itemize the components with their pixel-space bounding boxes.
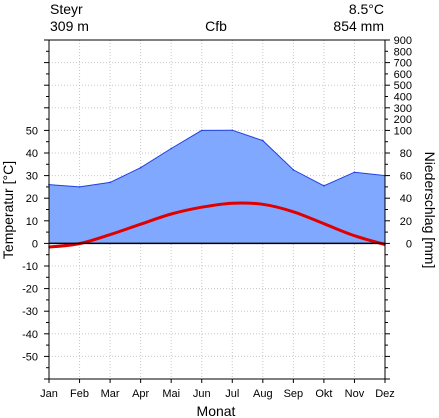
x-tick-label: Jun bbox=[193, 388, 211, 400]
right-tick-label: 200 bbox=[394, 114, 412, 126]
right-tick-label: 300 bbox=[394, 103, 412, 115]
annual-mean-temp: 8.5°C bbox=[349, 1, 384, 17]
left-tick-label: 50 bbox=[26, 125, 38, 137]
right-tick-label: 0 bbox=[406, 238, 412, 250]
left-tick-label: 20 bbox=[26, 193, 38, 205]
right-tick-label: 600 bbox=[394, 69, 412, 81]
y-axis-label-right: Niederschlag [mm] bbox=[422, 152, 438, 269]
x-tick-label: Jul bbox=[225, 388, 239, 400]
right-tick-label: 700 bbox=[394, 58, 412, 70]
right-tick-label: 100 bbox=[394, 125, 412, 137]
station-name: Steyr bbox=[50, 1, 83, 17]
x-tick-label: Dez bbox=[375, 388, 395, 400]
temperature-point bbox=[353, 234, 356, 237]
precipitation-point bbox=[139, 166, 142, 169]
precipitation-point bbox=[170, 147, 172, 150]
right-tick-label: 40 bbox=[400, 193, 412, 205]
right-tick-label: 20 bbox=[400, 216, 412, 228]
temperature-point bbox=[262, 203, 264, 206]
left-tick-label: -10 bbox=[22, 261, 38, 273]
temperature-line bbox=[48, 201, 386, 249]
precipitation-point bbox=[231, 129, 234, 131]
annual-precip: 854 mm bbox=[333, 18, 384, 34]
x-tick-label: Nov bbox=[345, 388, 365, 400]
left-tick-label: -50 bbox=[22, 351, 38, 363]
right-tick-label: 80 bbox=[400, 148, 412, 160]
temperature-point bbox=[200, 206, 203, 209]
climate-class: Cfb bbox=[205, 18, 227, 34]
left-tick-label: 10 bbox=[26, 216, 38, 228]
x-tick-label: Jan bbox=[40, 388, 58, 400]
y-axis-label-left: Temperatur [°C] bbox=[0, 161, 16, 259]
precipitation-line bbox=[48, 129, 386, 188]
left-tick-label: 0 bbox=[32, 238, 38, 250]
left-tick-label: 40 bbox=[26, 148, 38, 160]
precipitation-point bbox=[262, 139, 264, 142]
right-tick-label: 400 bbox=[394, 92, 412, 104]
left-tick-label: 30 bbox=[26, 171, 38, 183]
x-axis-label: Monat bbox=[197, 403, 236, 418]
temperature-point bbox=[292, 210, 295, 213]
x-axis: Jan Feb Mar Apr Mai Jun Jul Aug Sep Okt Nov Dez bbox=[40, 379, 395, 400]
x-tick-label: Okt bbox=[315, 388, 332, 400]
right-tick-label: 500 bbox=[394, 80, 412, 92]
temperature-point bbox=[231, 202, 234, 204]
station-elevation: 309 m bbox=[50, 18, 89, 34]
left-tick-label: -30 bbox=[22, 306, 38, 318]
left-axis: -50 -40 -30 -20 -10 0 10 20 30 40 50 bbox=[22, 39, 49, 380]
precipitation-point bbox=[292, 169, 295, 171]
x-tick-label: Sep bbox=[284, 388, 304, 400]
x-tick-label: Mai bbox=[162, 388, 180, 400]
precipitation-point bbox=[323, 184, 325, 187]
precipitation-point bbox=[200, 129, 203, 132]
temperature-point bbox=[323, 222, 325, 225]
x-tick-label: Aug bbox=[253, 388, 273, 400]
left-tick-label: -40 bbox=[22, 329, 38, 341]
temperature-point bbox=[170, 213, 172, 215]
precipitation-point bbox=[78, 186, 81, 188]
temperature-point bbox=[139, 223, 142, 225]
temperature-point bbox=[109, 233, 111, 236]
right-tick-label: 800 bbox=[394, 46, 412, 58]
right-tick-label: 900 bbox=[394, 35, 412, 47]
x-tick-label: Feb bbox=[70, 388, 89, 400]
x-tick-label: Mar bbox=[101, 388, 120, 400]
precipitation-area-layer bbox=[48, 129, 386, 244]
x-tick-label: Apr bbox=[132, 388, 149, 400]
precipitation-point bbox=[109, 181, 111, 184]
left-tick-label: -20 bbox=[22, 284, 38, 296]
right-tick-label: 60 bbox=[400, 171, 412, 183]
precipitation-point bbox=[353, 171, 356, 174]
